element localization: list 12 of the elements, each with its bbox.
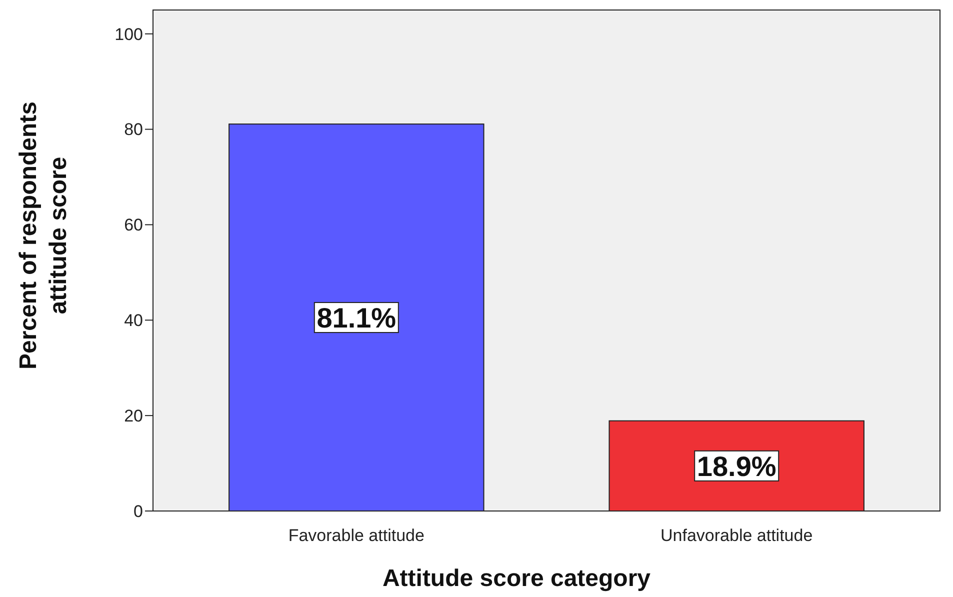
y-axis-title: Percent of respondents attitude score [15,101,72,370]
y-tick-label: 80 [124,120,143,140]
y-tick-label: 20 [124,406,143,426]
x-tick-label: Favorable attitude [288,526,424,545]
y-tick-label: 0 [134,502,143,521]
y-tick-label: 100 [114,24,143,44]
x-tick-label: Unfavorable attitude [660,526,813,545]
x-axis-title: Attitude score category [382,565,652,592]
data-label: 18.9% [696,450,776,482]
y-tick-label: 40 [124,311,143,330]
data-label: 81.1% [316,302,396,334]
y-tick-label: 60 [124,216,143,235]
